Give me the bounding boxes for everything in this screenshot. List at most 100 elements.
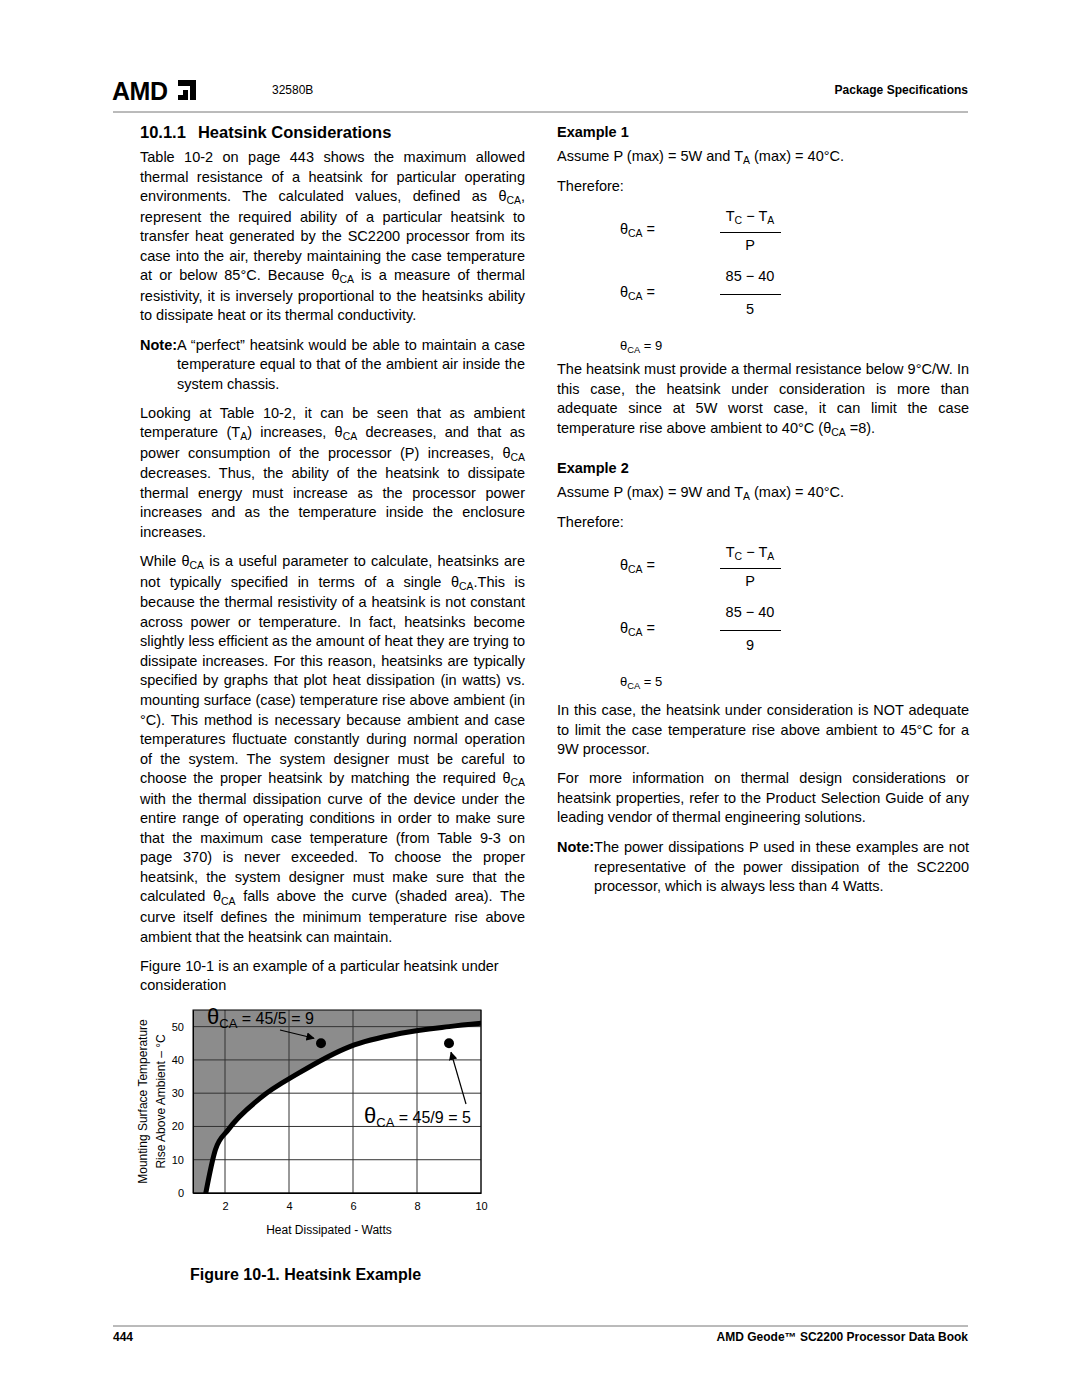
example-assumption: Assume P (max) = 9W and TA (max) = 40°C.: [557, 482, 969, 504]
text-run: P: [745, 573, 755, 589]
subscript: CA: [628, 564, 643, 575]
equation-numerator: TC − TA: [700, 542, 800, 564]
y-axis-title: Mounting Surface Temperature: [136, 1019, 150, 1184]
text-run: A “perfect” heatsink would be able to ma…: [177, 337, 525, 392]
text-run: decreases. Thus, the ability of the heat…: [140, 465, 525, 540]
page: AMD 32580B Package Specifications 444 AMD Ge…: [0, 0, 1080, 1397]
annotation-subscript: CA: [219, 1016, 237, 1031]
logo-symbol: [178, 80, 196, 100]
y-tick-label: 50: [172, 1021, 184, 1033]
text-run: =: [643, 557, 656, 573]
text-run: ) increases, θ: [247, 424, 343, 440]
text-run: While θ: [140, 553, 190, 569]
annotation-run: θ: [207, 1004, 219, 1029]
grid-line-x: [353, 1010, 354, 1193]
subscript: CA: [627, 681, 640, 691]
text-run: For more information on thermal design c…: [557, 770, 969, 825]
fraction-bar: [720, 294, 781, 295]
grid-line-x: [289, 1010, 290, 1193]
subscript: A: [240, 431, 247, 442]
x-tick: 4: [286, 1193, 292, 1212]
y-tick-label: 30: [172, 1087, 184, 1099]
plot-frame: [193, 1010, 481, 1193]
fraction-bar: [720, 568, 781, 569]
note-text: The power dissipations P used in these e…: [594, 838, 969, 897]
equation-denominator: P: [700, 571, 800, 591]
operating-point: [316, 1038, 326, 1048]
subscript: CA: [628, 627, 643, 638]
text-run: θ: [620, 557, 628, 573]
book-title: AMD Geode™ SC2200 Processor Data Book: [568, 1327, 968, 1347]
x-tick: 8: [414, 1193, 420, 1212]
text-run: =: [643, 620, 656, 636]
x-tick-label: 4: [286, 1200, 292, 1212]
subscript: CA: [628, 291, 643, 302]
equation-lhs: θCA =: [620, 282, 655, 304]
y-tick-label: 10: [172, 1154, 184, 1166]
unshaded-region: [206, 1023, 481, 1193]
y-tick: 40: [172, 1054, 193, 1066]
subscript: CA: [511, 452, 526, 463]
figure-caption: Figure 10-1. Heatsink Example: [190, 1264, 421, 1286]
text-run: The power dissipations P used in these e…: [594, 839, 969, 894]
paragraph: While θCA is a useful parameter to calcu…: [140, 552, 525, 947]
y-axis: 0 10 20 30 40 50: [172, 1011, 194, 1200]
text-run: Assume P (max) = 9W and T: [557, 484, 743, 500]
grid-line-y: [193, 1093, 481, 1094]
text-run: 85 − 40: [726, 604, 775, 620]
doc-id: 32580B: [272, 80, 313, 100]
y-tick: 20: [172, 1120, 193, 1132]
x-tick: 10: [475, 1193, 487, 1212]
text-run: Figure 10-1 is an example of a particula…: [140, 958, 499, 994]
note: Note:The power dissipations P used in th…: [557, 838, 969, 897]
x-tick: 6: [350, 1193, 356, 1212]
subscript: C: [735, 551, 743, 562]
annotation-arrow: [451, 1052, 466, 1104]
x-tick-label: 10: [475, 1200, 487, 1212]
section-title: Heatsink Considerations: [198, 123, 391, 141]
subscript: CA: [506, 195, 521, 206]
note-label: Note:: [140, 336, 177, 395]
y-axis-line: [193, 1011, 194, 1194]
text-run: T: [726, 208, 735, 224]
y-axis-title: Rise Above Ambient – °C: [154, 1034, 168, 1169]
y-tick-label: 40: [172, 1054, 184, 1066]
section-heading: 10.1.1Heatsink Considerations: [140, 122, 525, 142]
text-run: (max) = 40°C.: [750, 484, 844, 500]
equation-lhs: θCA =: [620, 618, 655, 640]
subscript: CA: [627, 345, 640, 355]
fraction-bar: [720, 630, 781, 631]
header-section: Package Specifications: [668, 80, 968, 100]
text-run: − T: [742, 208, 767, 224]
example-title: Example 2: [557, 458, 629, 478]
logo-text: AMD: [112, 77, 167, 105]
text-run: − T: [742, 544, 767, 560]
text-run: = 5: [640, 674, 662, 689]
y-tick: 0: [178, 1187, 193, 1199]
text-run: =: [643, 221, 656, 237]
example-therefore: Therefore:: [557, 176, 624, 196]
grid-line-x: [417, 1010, 418, 1193]
text-run: Assume P (max) = 5W and T: [557, 148, 743, 164]
text-run: =: [643, 284, 656, 300]
paragraph: For more information on thermal design c…: [557, 769, 969, 828]
annotation-run: θ: [364, 1103, 376, 1128]
subscript: A: [743, 155, 750, 166]
y-tick-label: 0: [178, 1187, 184, 1199]
text-run: θ: [620, 221, 628, 237]
heatsink-curve: [206, 1023, 481, 1193]
x-tick-label: 8: [414, 1200, 420, 1212]
subscript: C: [735, 215, 743, 226]
note: Note:A “perfect” heatsink would be able …: [140, 336, 525, 395]
example-assumption: Assume P (max) = 5W and TA (max) = 40°C.: [557, 146, 969, 168]
fraction-bar: [720, 232, 781, 233]
text-run: In this case, the heatsink under conside…: [557, 702, 969, 757]
subscript: CA: [459, 581, 474, 592]
text-run: P: [745, 237, 755, 253]
page-number: 444: [113, 1327, 133, 1347]
text-run: θ: [620, 338, 627, 353]
text-run: T: [726, 544, 735, 560]
text-run: θ: [620, 674, 627, 689]
subscript: CA: [221, 896, 236, 907]
grid-line-x: [225, 1010, 226, 1193]
